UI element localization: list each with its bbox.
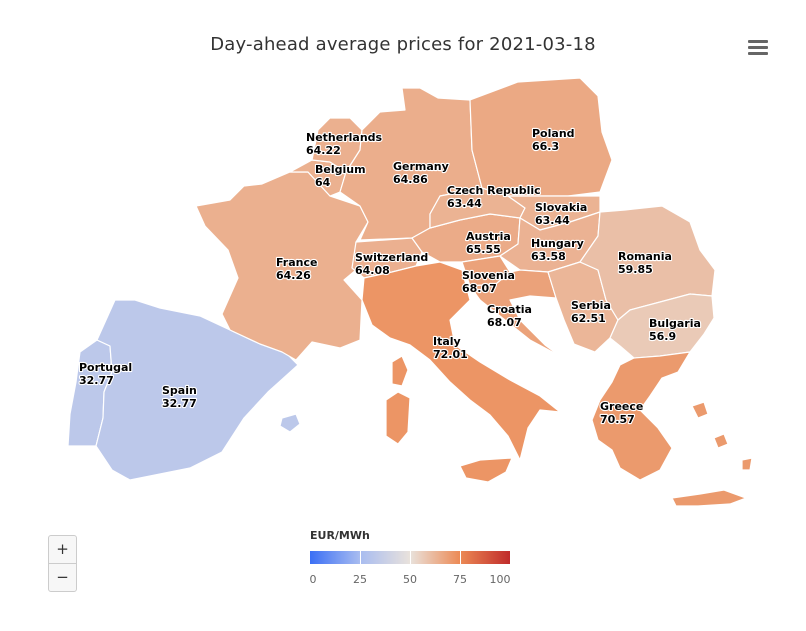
legend-tick-mark [460, 551, 461, 564]
price-value-croatia: 68.07 [487, 316, 522, 329]
region-sicily[interactable] [459, 457, 513, 483]
price-value-austria: 65.55 [466, 243, 501, 256]
country-name-greece: Greece [600, 400, 643, 413]
country-name-hungary: Hungary [531, 237, 584, 250]
country-name-slovakia: Slovakia [535, 201, 587, 214]
country-name-portugal: Portugal [79, 361, 132, 374]
price-value-bulgaria: 56.9 [649, 330, 676, 343]
price-value-spain: 32.77 [162, 397, 197, 410]
price-value-poland: 66.3 [532, 140, 559, 153]
country-name-serbia: Serbia [571, 299, 611, 312]
region-sardinia[interactable] [385, 391, 411, 445]
country-name-austria: Austria [466, 230, 511, 243]
price-value-czech-republic: 63.44 [447, 197, 482, 210]
zoom-out-button[interactable]: − [49, 563, 76, 591]
price-value-switzerland: 64.08 [355, 264, 390, 277]
country-name-czech-republic: Czech Republic [447, 184, 541, 197]
region-spain-islands[interactable] [279, 413, 301, 433]
legend-tick-label: 0 [309, 573, 317, 586]
legend-title: EUR/MWh [310, 529, 370, 542]
price-value-netherlands: 64.22 [306, 144, 341, 157]
country-name-germany: Germany [393, 160, 449, 173]
country-name-romania: Romania [618, 250, 672, 263]
country-name-slovenia: Slovenia [462, 269, 515, 282]
zoom-in-button[interactable]: + [56, 540, 69, 558]
country-name-spain: Spain [162, 384, 197, 397]
country-name-france: France [276, 256, 317, 269]
region-corsica[interactable] [391, 355, 409, 387]
region-crete[interactable] [671, 489, 747, 507]
price-value-slovakia: 63.44 [535, 214, 570, 227]
region-italy[interactable] [361, 261, 561, 461]
zoom-control: + − [48, 535, 77, 592]
legend-tick-label: 75 [453, 573, 467, 586]
price-value-hungary: 63.58 [531, 250, 566, 263]
price-value-italy: 72.01 [433, 348, 468, 361]
legend-tick-label: 25 [353, 573, 367, 586]
country-name-belgium: Belgium [315, 163, 366, 176]
price-value-portugal: 32.77 [79, 374, 114, 387]
price-value-romania: 59.85 [618, 263, 653, 276]
country-name-bulgaria: Bulgaria [649, 317, 701, 330]
region-greek-islands[interactable] [691, 401, 753, 471]
region-greece[interactable] [591, 351, 691, 481]
price-value-slovenia: 68.07 [462, 282, 497, 295]
region-croatia[interactable] [469, 269, 561, 357]
legend-tick-mark [360, 551, 361, 564]
price-value-france: 64.26 [276, 269, 311, 282]
country-name-netherlands: Netherlands [306, 131, 383, 144]
legend-tick-label: 50 [403, 573, 417, 586]
price-value-belgium: 64 [315, 176, 331, 189]
region-poland[interactable] [469, 77, 613, 197]
country-name-italy: Italy [433, 335, 461, 348]
price-value-serbia: 62.51 [571, 312, 606, 325]
hamburger-menu-icon[interactable] [748, 40, 768, 56]
legend-tick-label: 100 [489, 573, 511, 586]
country-name-poland: Poland [532, 127, 575, 140]
region-spain[interactable] [95, 299, 299, 481]
legend-tick-mark [410, 551, 411, 564]
country-name-switzerland: Switzerland [355, 251, 428, 264]
region-bulgaria[interactable] [609, 293, 715, 359]
price-value-germany: 64.86 [393, 173, 428, 186]
country-name-croatia: Croatia [487, 303, 532, 316]
map-title: Day-ahead average prices for 2021-03-18 [210, 34, 596, 55]
price-value-greece: 70.57 [600, 413, 635, 426]
